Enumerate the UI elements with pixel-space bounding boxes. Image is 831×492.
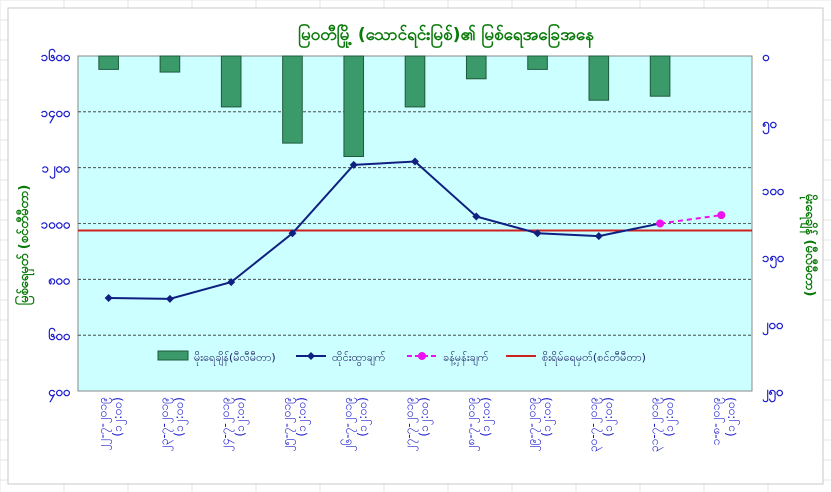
left-tick-label: ၄၀၀: [48, 385, 71, 403]
observed-point: [594, 232, 603, 241]
observed-water-level-line: [108, 160, 661, 300]
left-axis-title: မြစ်ရေမှတ် (စင်တီမီတာ): [14, 185, 35, 306]
gridlines: [78, 111, 752, 336]
x-tick-date: ၂၄-၇-၂၀၁၉: [218, 397, 235, 451]
legend-item: ခန့်မှန်းချက်: [407, 351, 489, 366]
rainfall-bar: [282, 55, 303, 144]
x-tick-time: (၁၂:၀၀): [111, 397, 128, 437]
x-tick-time: (၁၂:၀၀): [540, 397, 557, 437]
forecast-markers: [656, 211, 726, 228]
x-tick-date: ၂၇-၇-၂၀၁၉: [402, 397, 419, 451]
x-tick-time: (၁၂:၀၀): [356, 397, 373, 437]
right-tick-label: ၂၅၀: [762, 385, 784, 403]
x-tick-time: (၁၂:၀၀): [723, 397, 740, 437]
x-axis-labels: ၂၂-၇-၂၀၁၉ (၁၂:၀၀) ၂၃-၇-၂၀၁၉ (၁၂:၀၀) ၂၄-၇-၂၀၁…: [96, 397, 741, 452]
legend-swatch: [157, 350, 189, 361]
x-tick-time: (၁၂:၀၀): [294, 397, 311, 437]
right-axis-title: မိုးရေချိန် (မီလီမီတာ): [799, 194, 819, 297]
x-tick-date: ၃၁-၇-၂၀၁၉: [647, 397, 664, 452]
rainfall-bar: [649, 55, 671, 97]
x-tick-date: ၂၅-၇-၂၀၁၉: [279, 397, 296, 451]
x-tick-date: ၂၆-၇-၂၀၁၉: [340, 397, 358, 451]
x-tick-date: ၂၉-၇-၂၀၁၉: [525, 397, 542, 451]
rainfall-bar: [465, 55, 487, 80]
x-tick-label: ၁-၈-၂၀၁၉ (၁၂:၀၀): [708, 397, 740, 445]
observed-point: [288, 229, 297, 238]
x-tick-time: (၁၂:၀၀): [233, 397, 250, 437]
observed-point: [472, 212, 481, 221]
left-tick-label: ၁၆၀၀: [41, 48, 71, 65]
observed-point: [533, 229, 542, 238]
legend-label: ခန့်မှန်းချက်: [443, 351, 489, 366]
observed-point: [227, 278, 236, 287]
x-tick-time: (၁၂:၀၀): [417, 397, 434, 437]
x-tick-date: ၃၀-၇-၂၀၁၉: [586, 397, 603, 452]
x-tick-label: ၂၄-၇-၂၀၁၉ (၁၂:၀၀): [218, 397, 250, 451]
rainfall-bar: [220, 55, 242, 108]
x-tick-date: ၂၂-၇-၂၀၁၉: [96, 397, 113, 450]
rainfall-bar: [404, 55, 426, 108]
forecast-point: [717, 211, 726, 220]
x-tick-time: (၁၂:၀၀): [172, 397, 189, 437]
legend-marker: [418, 352, 426, 360]
x-tick-time: (၁၂:၀၀): [662, 397, 679, 437]
rainfall-bars: [98, 55, 671, 157]
legend-item: စိုးရိမ်ရေမှတ်(စင်တီမီတာ): [506, 351, 646, 366]
x-tick-label: ၂၉-၇-၂၀၁၉ (၁၂:၀၀): [525, 397, 557, 451]
observed-point: [165, 294, 174, 303]
x-tick-label: ၂၆-၇-၂၀၁၉ (၁၂:၀၀): [340, 397, 373, 451]
observed-point: [411, 157, 419, 166]
x-tick-date: ၂၃-၇-၂၀၁၉: [157, 397, 174, 451]
right-tick-label: ၂၀၀: [762, 318, 784, 336]
x-tick-label: ၂၇-၇-၂၀၁၉ (၁၂:၀၀): [402, 397, 434, 451]
rainfall-bar: [159, 55, 181, 73]
legend-label: ထိုင်းထွာချက်: [332, 351, 386, 366]
right-tick-label: ၁၀၀: [762, 184, 785, 199]
right-tick-label: ၁၅၀: [762, 251, 785, 269]
chart-title: မြဝတီမြို့ (သောင်ရင်းမြစ်)၏ မြစ်ရေအခြေအန…: [298, 22, 594, 49]
x-tick-label: ၂၅-၇-၂၀၁၉ (၁၂:၀၀): [279, 397, 311, 451]
rainfall-bar: [343, 55, 365, 157]
forecast-point: [656, 219, 665, 228]
x-tick-label: ၂၃-၇-၂၀၁၉ (၁၂:၀၀): [157, 397, 189, 451]
right-tick-label: ၀: [762, 50, 770, 65]
x-tick-time: (၁၂:၀၀): [478, 397, 495, 437]
x-tick-date: ၂၈-၇-၂၀၁၉: [463, 397, 480, 451]
rainfall-bar: [98, 55, 119, 70]
x-tick-time: (၁၂:၀၀): [601, 397, 618, 437]
x-tick-label: ၃၁-၇-၂၀၁၉ (၁၂:၀၀): [647, 397, 679, 452]
rainfall-bar: [527, 55, 548, 70]
rainfall-bar: [588, 55, 610, 101]
observed-point: [104, 294, 113, 303]
legend-item: မိုးရေချိန်(မီလီမီတာ): [157, 350, 276, 366]
right-tick-label: ၅၀: [762, 117, 777, 135]
legend-marker: [307, 352, 315, 360]
forecast-water-level-line: [659, 214, 722, 225]
left-tick-label: ၈၀၀: [48, 273, 71, 288]
x-tick-date: ၁-၈-၂၀၁၉: [708, 397, 725, 445]
x-tick-label: ၂၈-၇-၂၀၁၉ (၁၂:၀၀): [463, 397, 495, 451]
left-tick-label: ၁၄၀၀: [41, 106, 71, 124]
legend-label: မိုးရေချိန်(မီလီမီတာ): [194, 351, 276, 366]
legend-label: စိုးရိမ်ရေမှတ်(စင်တီမီတာ): [542, 351, 646, 366]
left-tick-label: ၆၀၀: [48, 327, 71, 344]
x-tick-label: ၂၂-၇-၂၀၁၉ (၁၂:၀၀): [96, 397, 128, 450]
legend-item: ထိုင်းထွာချက်: [296, 351, 386, 366]
left-tick-label: ၁၀၀၀: [41, 218, 71, 233]
x-tick-label: ၃၀-၇-၂၀၁၉ (၁၂:၀၀): [586, 397, 618, 452]
left-tick-label: ၁၂၀၀: [42, 162, 71, 180]
legend: မိုးရေချိန်(မီလီမီတာ) ထိုင်းထွာချက် ခန့်မှ…: [157, 350, 646, 366]
observed-point: [349, 160, 358, 169]
